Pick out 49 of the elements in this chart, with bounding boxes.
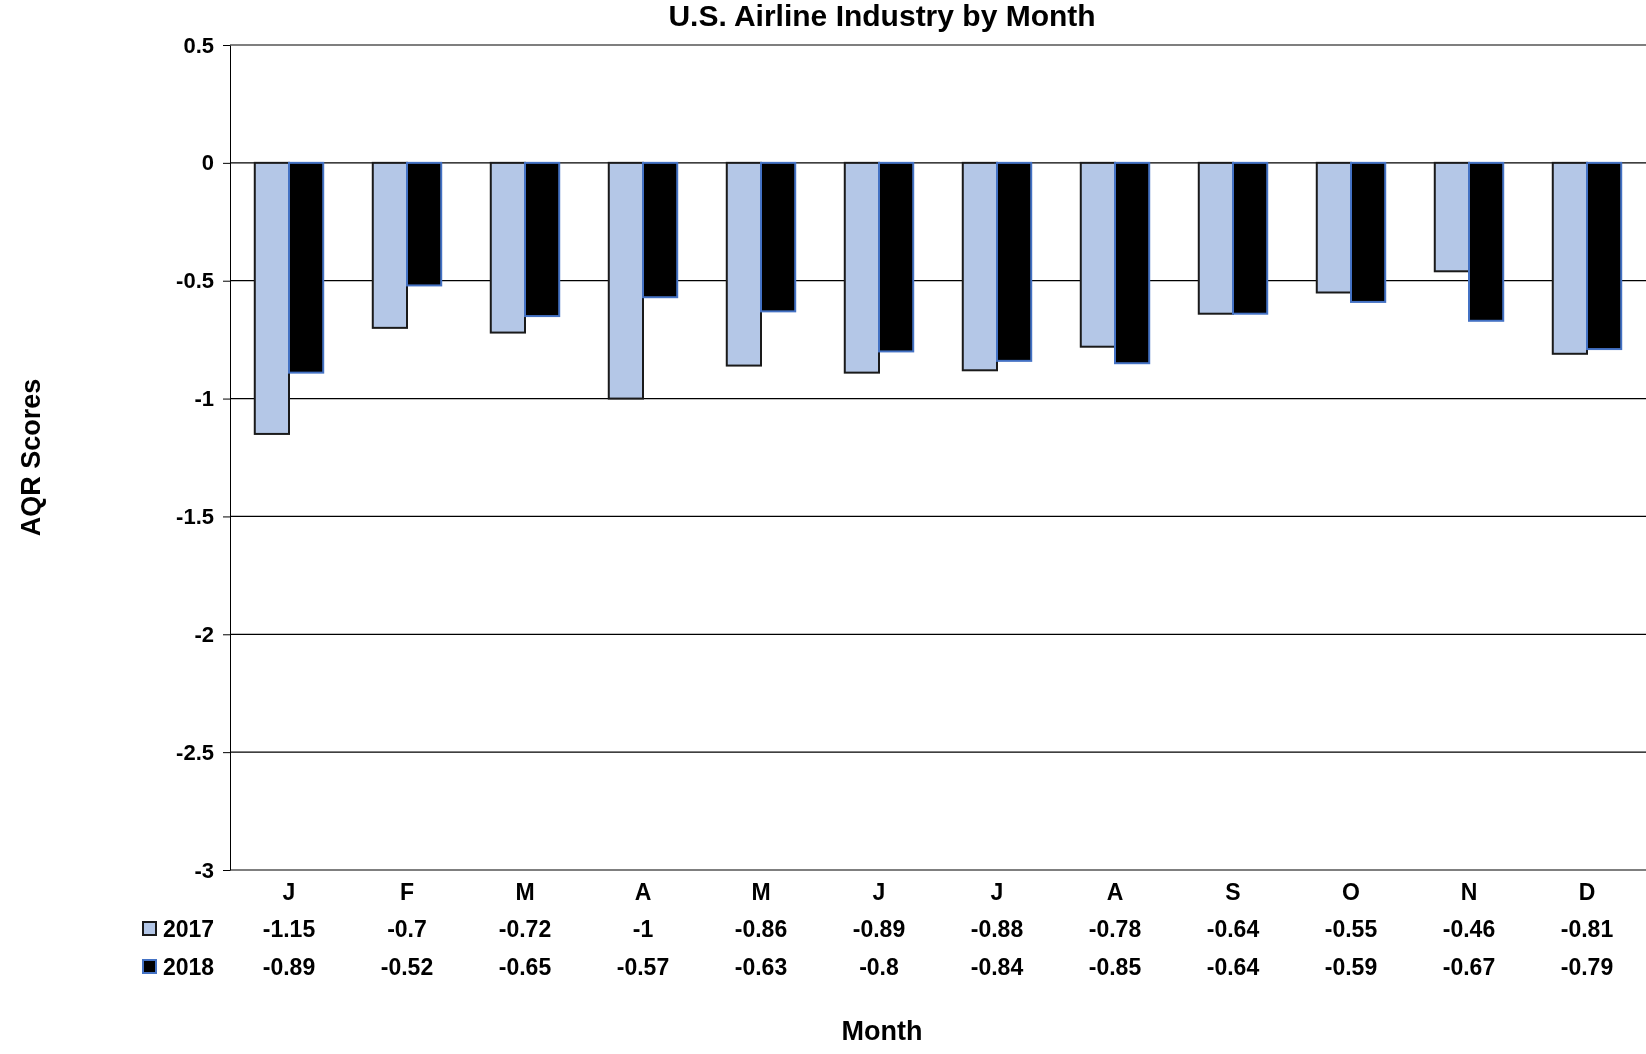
- data-label: -0.46: [1442, 916, 1496, 942]
- x-tick-label: A: [1106, 879, 1124, 905]
- data-label: -0.57: [616, 954, 670, 980]
- data-label: -0.64: [1206, 954, 1260, 980]
- x-tick-label: N: [1460, 879, 1478, 905]
- data-label: -0.55: [1324, 916, 1378, 942]
- chart-title: U.S. Airline Industry by Month: [668, 0, 1096, 32]
- data-label: -0.85: [1088, 954, 1142, 980]
- x-axis-title: Month: [841, 1016, 923, 1046]
- y-axis-title: AQR Scores: [16, 378, 46, 537]
- data-label: -1: [632, 916, 654, 942]
- y-tick-label: -2.5: [176, 739, 214, 765]
- y-tick-label: -0.5: [176, 268, 214, 294]
- data-label: -0.86: [734, 916, 788, 942]
- y-tick-label: 0.5: [183, 32, 214, 58]
- x-tick-label: M: [515, 879, 535, 905]
- x-tick-label: J: [872, 879, 886, 905]
- y-tick-label: -1.5: [176, 503, 214, 529]
- x-tick-label: F: [399, 879, 415, 905]
- x-tick-label: S: [1225, 879, 1241, 905]
- data-label: -1.15: [262, 916, 316, 942]
- data-label: -0.8: [859, 954, 900, 980]
- x-tick-label: J: [282, 879, 296, 905]
- data-label: -0.59: [1324, 954, 1378, 980]
- data-label: -0.78: [1088, 916, 1142, 942]
- legend-label: 2017: [163, 916, 215, 942]
- data-label: -0.88: [970, 916, 1024, 942]
- data-label: -0.67: [1442, 954, 1496, 980]
- data-label: -0.89: [852, 916, 906, 942]
- data-label: -0.79: [1560, 954, 1614, 980]
- data-label: -0.63: [734, 954, 788, 980]
- legend-label: 2018: [163, 954, 215, 980]
- y-tick-label: -1: [194, 386, 214, 412]
- y-tick-label: -2: [194, 621, 214, 647]
- data-label: -0.89: [262, 954, 316, 980]
- data-label: -0.52: [380, 954, 434, 980]
- data-label: -0.65: [498, 954, 552, 980]
- data-label: -0.84: [970, 954, 1024, 980]
- x-tick-label: O: [1342, 879, 1360, 905]
- y-tick-label: -3: [194, 857, 214, 883]
- x-tick-label: J: [990, 879, 1004, 905]
- x-tick-label: A: [634, 879, 652, 905]
- data-label: -0.7: [387, 916, 427, 942]
- data-label: -0.81: [1560, 916, 1614, 942]
- x-tick-label: M: [751, 879, 771, 905]
- data-label: -0.72: [498, 916, 552, 942]
- x-tick-label: D: [1578, 879, 1596, 905]
- y-tick-label: 0: [201, 150, 214, 176]
- data-label: -0.64: [1206, 916, 1260, 942]
